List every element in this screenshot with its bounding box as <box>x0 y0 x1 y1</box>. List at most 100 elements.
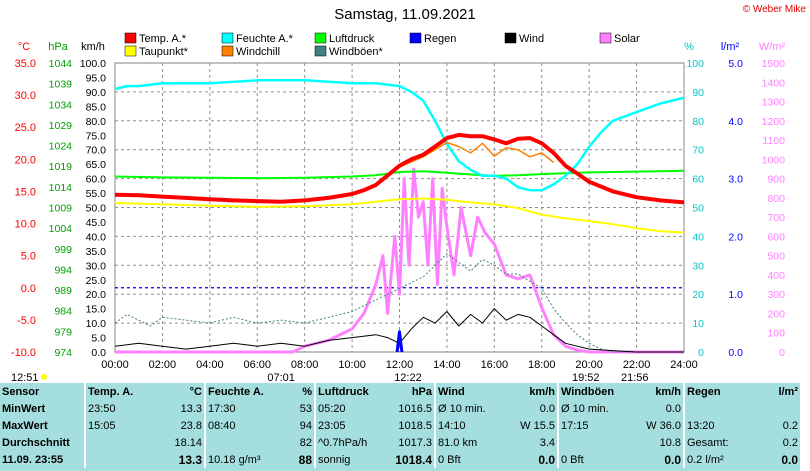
pressure-tick-label: 1024 <box>49 141 73 153</box>
stats-row-label: 11.09. 23:55 <box>2 453 64 466</box>
stats-cell: W 36.0 <box>646 419 681 432</box>
wind-tick-label: 60.0 <box>86 174 107 186</box>
humidity-tick-label: 0 <box>698 347 704 359</box>
wind-tick-label: 80.0 <box>86 116 107 128</box>
x-tick-label: 20:00 <box>575 359 603 371</box>
pressure-tick-label: 1039 <box>49 79 73 91</box>
wind-tick-label: 35.0 <box>86 246 107 258</box>
stats-cell: 05:20 <box>314 400 385 417</box>
wind-tick-label: 20.0 <box>86 289 107 301</box>
wind-tick-label: 25.0 <box>86 275 107 287</box>
rain-tick-label: 0.0 <box>728 347 743 359</box>
sun-icon <box>41 374 47 380</box>
legend-swatch <box>124 45 137 57</box>
wind-tick-label: 95.0 <box>86 72 107 84</box>
pressure-tick-label: 1044 <box>49 58 73 70</box>
legend-label: Taupunkt* <box>139 46 189 58</box>
humidity-tick-label: 80 <box>692 116 704 128</box>
stats-row-label: MinWert <box>2 402 46 415</box>
humidity-tick-label: 20 <box>692 289 704 301</box>
temp-tick-label: 15.0 <box>15 186 36 198</box>
wind-tick-label: 5.0 <box>91 333 106 345</box>
solar-tick-label: 1200 <box>762 116 786 128</box>
rain-axis-label: l/m² <box>721 41 740 53</box>
temp-tick-label: -5.0 <box>17 315 36 327</box>
stats-row-current: 11.09. 23:55 13.3 10.18 g/m³ 88 sonnig 1… <box>0 451 800 468</box>
stats-row-label: MaxWert <box>2 419 48 432</box>
stats-cell <box>84 434 160 451</box>
legend-swatch <box>504 32 517 44</box>
stats-cell <box>683 400 747 417</box>
temp-tick-label: 10.0 <box>15 219 36 231</box>
stats-cell: 13.3 <box>178 452 202 467</box>
x-tick-label: 14:00 <box>433 359 461 371</box>
humidity-axis-label: % <box>684 41 694 53</box>
solar-tick-label: 400 <box>767 270 785 282</box>
solar-tick-label: 300 <box>767 289 785 301</box>
stats-header: l/m² <box>778 385 798 398</box>
stats-cell: 17:30 <box>204 400 280 417</box>
wind-tick-label: 45.0 <box>86 217 107 229</box>
temp-tick-label: 0.0 <box>21 283 36 295</box>
stats-cell: 10.8 <box>659 436 681 449</box>
pressure-tick-label: 1009 <box>49 203 73 215</box>
legend-swatch <box>124 32 137 44</box>
series-line <box>114 169 685 180</box>
wind-axis-label: km/h <box>81 41 105 53</box>
stats-header: Wind <box>434 383 505 400</box>
stats-cell: 17:15 <box>557 417 631 434</box>
wind-tick-label: 0.0 <box>91 347 106 359</box>
copyright-text: © Weber Mike <box>742 4 806 15</box>
solar-tick-label: 700 <box>767 212 785 224</box>
x-tick-label: 22:00 <box>623 359 651 371</box>
series-line <box>115 167 684 354</box>
solar-tick-label: 600 <box>767 231 785 243</box>
x-tick-label: 04:00 <box>196 359 224 371</box>
humidity-tick-label: 40 <box>692 231 704 243</box>
stats-row-max: MaxWert 15:05 23.8 08:40 94 23:05 1018.5… <box>0 417 800 434</box>
stats-cell: 0.0 <box>538 452 555 467</box>
stats-cell: 13.3 <box>180 402 202 415</box>
x-tick-label: 16:00 <box>481 359 509 371</box>
stats-cell: 18.14 <box>174 436 202 449</box>
x-tick-label: 24:00 <box>670 359 698 371</box>
stats-cell <box>557 434 631 451</box>
stats-cell: Ø 10 min. <box>434 400 505 417</box>
stats-cell: 94 <box>299 419 312 432</box>
stats-cell: 53 <box>299 402 312 415</box>
temp-tick-label: 25.0 <box>15 122 36 134</box>
solar-tick-label: 800 <box>767 193 785 205</box>
pressure-tick-label: 984 <box>54 306 72 318</box>
temp-tick-label: 30.0 <box>15 90 36 102</box>
stats-cell: 0.0 <box>781 452 798 467</box>
legend-swatch <box>314 32 327 44</box>
pressure-tick-label: 974 <box>54 347 72 359</box>
stats-row-min: MinWert 23:50 13.3 17:30 53 05:20 1016.5… <box>0 400 800 417</box>
legend-swatch <box>409 32 422 44</box>
legend-label: Regen <box>424 33 456 45</box>
pressure-tick-label: 979 <box>54 326 72 338</box>
stats-cell: 0.0 <box>664 452 681 467</box>
stats-cell: 0.2 l/m² <box>683 451 747 468</box>
temp-axis-label: °C <box>18 41 30 53</box>
pressure-tick-label: 1004 <box>49 223 73 235</box>
stats-header: Luftdruck <box>314 383 385 400</box>
wind-tick-label: 30.0 <box>86 260 107 272</box>
series-line <box>114 197 685 234</box>
stats-cell: Gesamt: <box>683 434 747 451</box>
wind-tick-label: 55.0 <box>86 188 107 200</box>
solar-tick-label: 900 <box>767 174 785 186</box>
temp-tick-label: -10.0 <box>11 347 36 359</box>
stats-cell: 13:20 <box>683 417 747 434</box>
stats-row-avg: Durchschnitt 18.14 82 ^0.7hPa/h 1017.3 8… <box>0 434 800 451</box>
wind-tick-label: 15.0 <box>86 304 107 316</box>
legend-label: Windböen* <box>329 46 384 58</box>
stats-cell: 1018.5 <box>398 419 432 432</box>
legend-label: Windchill <box>236 46 280 58</box>
series-line <box>114 79 685 192</box>
stats-header: Regen <box>683 383 747 400</box>
stats-cell: sonnig <box>314 451 385 468</box>
solar-axis-label: W/m² <box>759 41 786 53</box>
series-line <box>395 330 404 353</box>
humidity-tick-label: 100 <box>686 58 704 70</box>
